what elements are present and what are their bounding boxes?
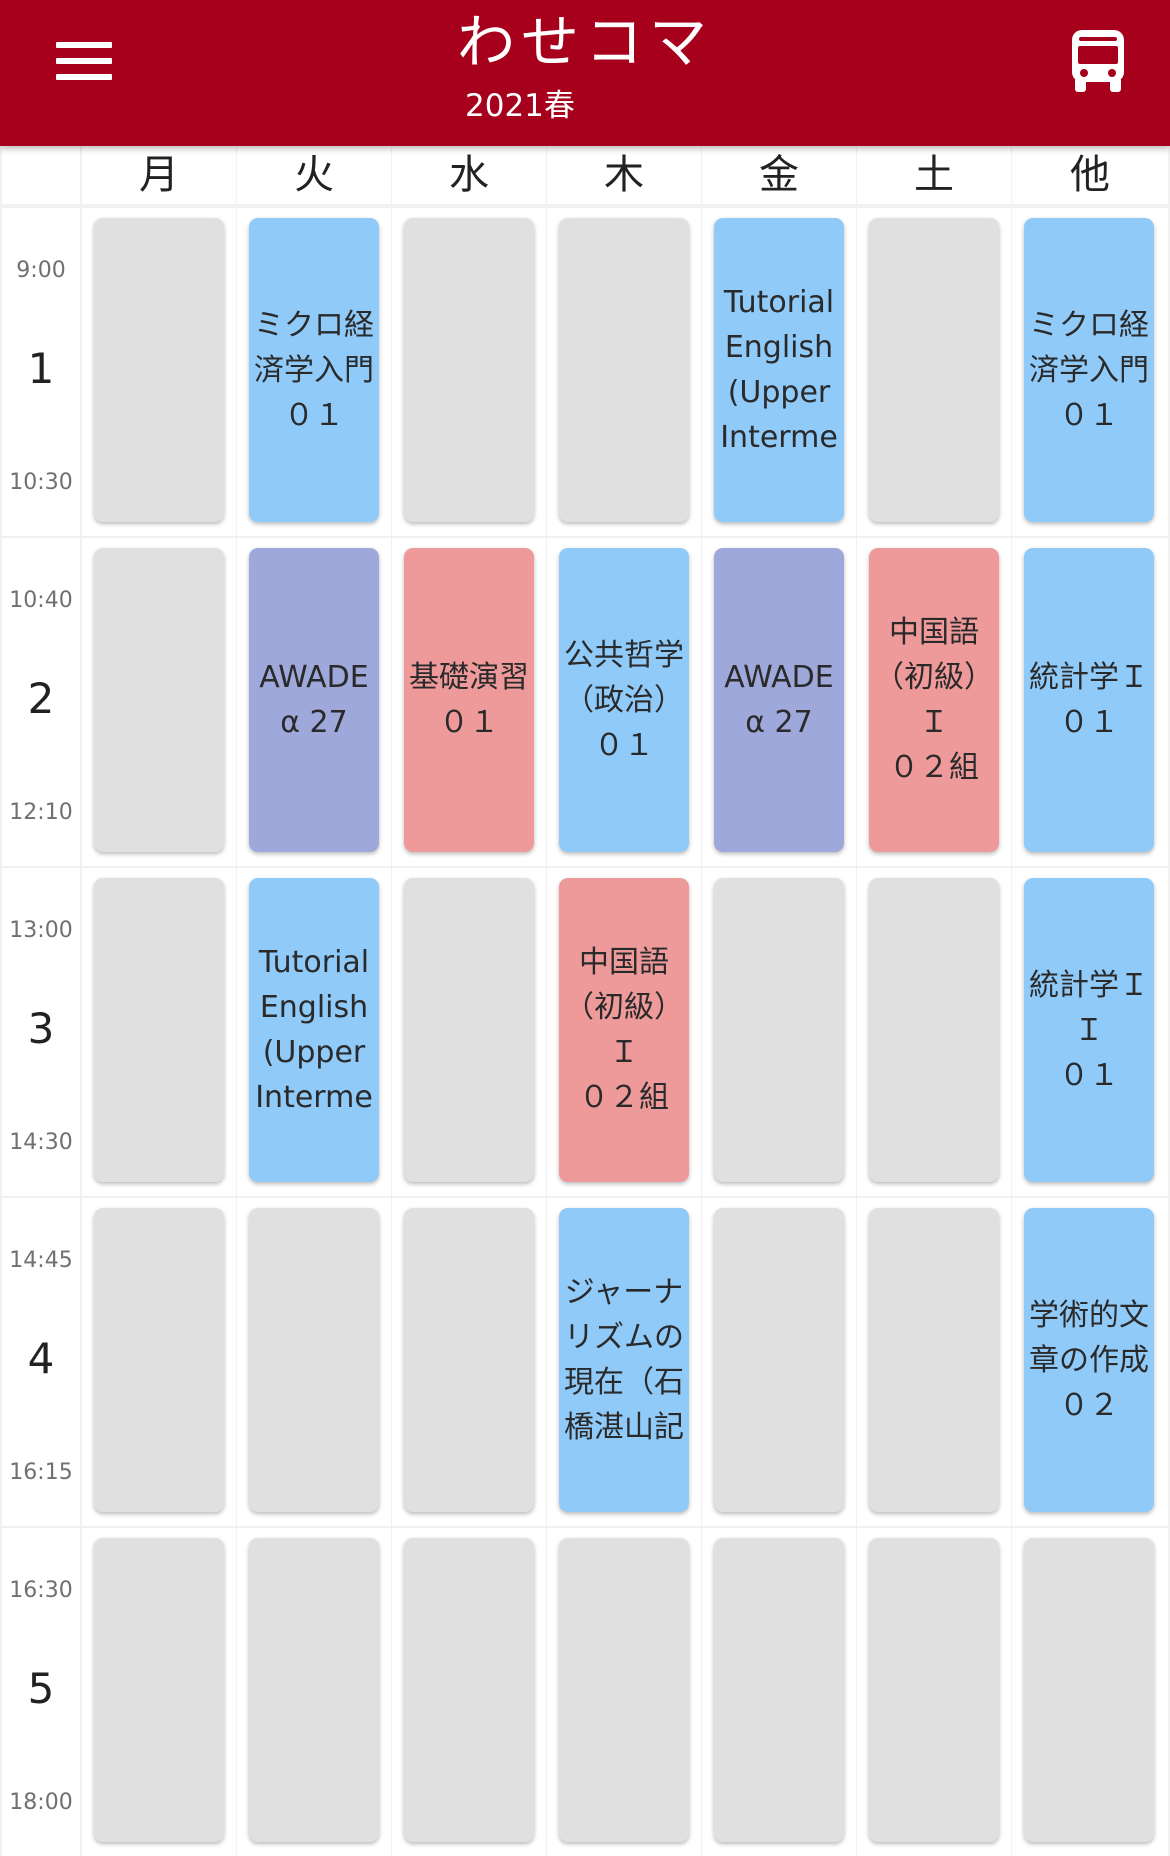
empty-slot[interactable] [559, 218, 689, 522]
day-header: 土 [857, 146, 1011, 204]
course-card[interactable]: 学術的文 章の作成 ０２ [1024, 1208, 1154, 1512]
empty-slot[interactable] [249, 1208, 379, 1512]
period-number: 2 [27, 674, 55, 723]
empty-slot[interactable] [94, 878, 224, 1182]
period-label: 10:40 2 12:10 [2, 538, 80, 866]
course-card[interactable]: ミクロ経 済学入門 ０１ [1024, 218, 1154, 522]
day-header: 金 [702, 146, 856, 204]
course-name: ミクロ経 済学入門 ０１ [1029, 307, 1149, 433]
empty-slot[interactable] [404, 878, 534, 1182]
course-name: Tutorial English (Upper Interme [255, 945, 373, 1115]
timetable-grid: 月火水木金土他 9:00 1 10:30 ミクロ経 済学入門 ０１ Tutorial En… [0, 146, 1170, 1856]
period-number: 4 [27, 1334, 55, 1383]
period-end-time: 14:30 [9, 1130, 73, 1155]
day-header: 他 [1012, 146, 1168, 204]
course-card[interactable]: 中国語 （初級）Ｉ ０２組 [869, 548, 999, 852]
period-start-time: 13:00 [9, 918, 73, 943]
empty-slot[interactable] [559, 1538, 689, 1842]
empty-slot[interactable] [714, 1208, 844, 1512]
menu-icon[interactable] [50, 36, 120, 86]
course-name: 中国語 （初級）Ｉ ０２組 [564, 945, 684, 1115]
corner-cell [2, 146, 80, 204]
course-card[interactable]: 中国語 （初級）Ｉ ０２組 [559, 878, 689, 1182]
period-end-time: 18:00 [9, 1790, 73, 1815]
course-name: 中国語 （初級）Ｉ ０２組 [874, 615, 994, 785]
period-label: 16:30 5 18:00 [2, 1528, 80, 1856]
course-name: Tutorial English (Upper Interme [720, 285, 838, 455]
period-end-time: 12:10 [9, 800, 73, 825]
day-header: 水 [392, 146, 546, 204]
period-start-time: 16:30 [9, 1578, 73, 1603]
course-card[interactable]: AWADE α 27 [714, 548, 844, 852]
empty-slot[interactable] [1024, 1538, 1154, 1842]
period-number: 3 [27, 1004, 55, 1053]
empty-slot[interactable] [249, 1538, 379, 1842]
term-label[interactable]: 2021春 [465, 88, 575, 124]
period-end-time: 16:15 [9, 1460, 73, 1485]
app-bar: わせコマ 2021春 [0, 0, 1170, 146]
empty-slot[interactable] [94, 1538, 224, 1842]
empty-slot[interactable] [94, 548, 224, 852]
empty-slot[interactable] [869, 878, 999, 1182]
course-card[interactable]: 基礎演習 ０１ [404, 548, 534, 852]
period-start-time: 10:40 [9, 588, 73, 613]
empty-slot[interactable] [404, 1538, 534, 1842]
empty-slot[interactable] [869, 1538, 999, 1842]
period-number: 5 [27, 1664, 55, 1713]
day-header: 月 [82, 146, 236, 204]
period-number: 1 [27, 344, 55, 393]
course-name: AWADE α 27 [259, 660, 369, 740]
course-name: 公共哲学 （政治） ０１ [564, 637, 684, 763]
period-start-time: 14:45 [9, 1248, 73, 1273]
day-header: 木 [547, 146, 701, 204]
course-card[interactable]: Tutorial English (Upper Interme [249, 878, 379, 1182]
course-card[interactable]: Tutorial English (Upper Interme [714, 218, 844, 522]
empty-slot[interactable] [714, 878, 844, 1182]
empty-slot[interactable] [869, 1208, 999, 1512]
course-name: ミクロ経 済学入門 ０１ [254, 307, 374, 433]
course-card[interactable]: 公共哲学 （政治） ０１ [559, 548, 689, 852]
course-card[interactable]: 統計学Ｉ ０１ [1024, 548, 1154, 852]
day-header: 火 [237, 146, 391, 204]
empty-slot[interactable] [404, 218, 534, 522]
empty-slot[interactable] [94, 218, 224, 522]
empty-slot[interactable] [94, 1208, 224, 1512]
empty-slot[interactable] [714, 1538, 844, 1842]
period-label: 9:00 1 10:30 [2, 208, 80, 536]
app-title: わせコマ [456, 8, 713, 76]
course-name: 統計学Ｉ ０１ [1029, 660, 1149, 740]
period-end-time: 10:30 [9, 470, 73, 495]
course-card[interactable]: ジャーナ リズムの 現在（石 橋湛山記 [559, 1208, 689, 1512]
course-card[interactable]: ミクロ経 済学入門 ０１ [249, 218, 379, 522]
course-name: AWADE α 27 [724, 660, 834, 740]
course-name: 学術的文 章の作成 ０２ [1029, 1297, 1149, 1423]
course-card[interactable]: 統計学ＩＩ ０１ [1024, 878, 1154, 1182]
empty-slot[interactable] [404, 1208, 534, 1512]
period-start-time: 9:00 [16, 258, 66, 283]
course-card[interactable]: AWADE α 27 [249, 548, 379, 852]
empty-slot[interactable] [869, 218, 999, 522]
course-name: 統計学ＩＩ ０１ [1029, 967, 1149, 1093]
course-name: 基礎演習 ０１ [409, 660, 529, 740]
course-name: ジャーナ リズムの 現在（石 橋湛山記 [564, 1275, 684, 1445]
period-label: 13:00 3 14:30 [2, 868, 80, 1196]
bus-icon[interactable] [1066, 28, 1130, 94]
period-label: 14:45 4 16:15 [2, 1198, 80, 1526]
